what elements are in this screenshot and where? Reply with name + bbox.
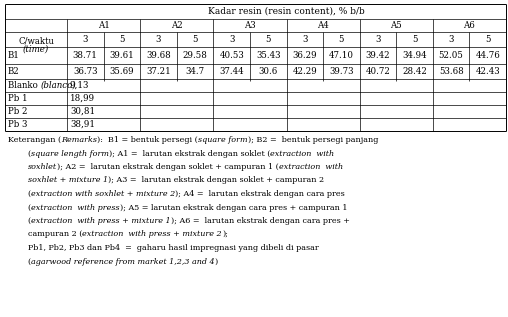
Text: 44.76: 44.76 — [475, 51, 500, 60]
Text: 52.05: 52.05 — [439, 51, 464, 60]
Text: 37.21: 37.21 — [146, 67, 171, 76]
Text: 34.94: 34.94 — [402, 51, 427, 60]
Text: 38,91: 38,91 — [70, 120, 95, 129]
Text: );: ); — [222, 230, 228, 238]
Text: Pb 1: Pb 1 — [8, 94, 27, 103]
Text: Pb1, Pb2, Pb3 dan Pb4  =  gaharu hasil impregnasi yang dibeli di pasar: Pb1, Pb2, Pb3 dan Pb4 = gaharu hasil imp… — [8, 244, 319, 252]
Text: 53.68: 53.68 — [439, 67, 463, 76]
Text: 36.29: 36.29 — [293, 51, 317, 60]
Text: square form: square form — [198, 136, 247, 144]
Text: 5: 5 — [119, 35, 124, 44]
Text: (time): (time) — [23, 45, 49, 54]
Text: 30.6: 30.6 — [259, 67, 278, 76]
Text: 3: 3 — [83, 35, 88, 44]
Text: A2: A2 — [171, 21, 182, 30]
Text: extraction  with: extraction with — [279, 163, 343, 171]
Text: ); B2 =  bentuk persegi panjang: ); B2 = bentuk persegi panjang — [247, 136, 378, 144]
Text: soxhlet: soxhlet — [28, 163, 57, 171]
Text: 3: 3 — [156, 35, 161, 44]
Text: 35.69: 35.69 — [110, 67, 134, 76]
Text: 35.43: 35.43 — [256, 51, 280, 60]
Text: ); A6 =  larutan ekstrak dengan cara pres +: ); A6 = larutan ekstrak dengan cara pres… — [171, 217, 350, 225]
Text: 40.53: 40.53 — [219, 51, 244, 60]
Text: (: ( — [8, 257, 31, 266]
Text: A3: A3 — [244, 21, 256, 30]
Text: campuran 2 (: campuran 2 ( — [8, 230, 82, 238]
Text: (: ( — [8, 150, 31, 158]
Text: (: ( — [8, 190, 31, 198]
Text: ); A4 =  larutan ekstrak dengan cara pres: ); A4 = larutan ekstrak dengan cara pres — [175, 190, 345, 198]
Text: 37.44: 37.44 — [219, 67, 244, 76]
Text: C/waktu: C/waktu — [18, 36, 54, 45]
Text: A5: A5 — [390, 21, 402, 30]
Text: Pb 3: Pb 3 — [8, 120, 27, 129]
Text: extraction  with press + mixture 2: extraction with press + mixture 2 — [82, 230, 222, 238]
Text: (: ( — [8, 217, 31, 225]
Text: ); A5 = larutan ekstrak dengan cara pres + campuran 1: ); A5 = larutan ekstrak dengan cara pres… — [120, 204, 347, 211]
Text: ); A1 =  larutan ekstrak dengan soklet (: ); A1 = larutan ekstrak dengan soklet ( — [109, 150, 270, 158]
Text: (blanco): (blanco) — [41, 81, 76, 90]
Text: 3: 3 — [229, 35, 234, 44]
Text: Blanko: Blanko — [8, 81, 41, 90]
Text: ):  B1 = bentuk persegi (: ): B1 = bentuk persegi ( — [97, 136, 198, 144]
Text: 39.73: 39.73 — [329, 67, 354, 76]
Text: square length form: square length form — [31, 150, 109, 158]
Text: ); A3 =  larutan ekstrak dengan soklet + campuran 2: ); A3 = larutan ekstrak dengan soklet + … — [108, 177, 324, 184]
Text: extraction with soxhlet + mixture 2: extraction with soxhlet + mixture 2 — [31, 190, 175, 198]
Text: 47.10: 47.10 — [329, 51, 354, 60]
Text: 3: 3 — [449, 35, 454, 44]
Text: 42.29: 42.29 — [293, 67, 317, 76]
Text: 28.42: 28.42 — [402, 67, 427, 76]
Text: 3: 3 — [302, 35, 307, 44]
Text: extraction  with press: extraction with press — [31, 204, 120, 211]
Text: 9,13: 9,13 — [70, 81, 89, 90]
Text: 40.72: 40.72 — [366, 67, 390, 76]
Text: extraction  with: extraction with — [270, 150, 335, 158]
Text: 5: 5 — [412, 35, 417, 44]
Text: 39.68: 39.68 — [146, 51, 171, 60]
Text: 36.73: 36.73 — [73, 67, 98, 76]
Text: 42.43: 42.43 — [475, 67, 500, 76]
Text: 38.71: 38.71 — [73, 51, 98, 60]
Text: A6: A6 — [463, 21, 475, 30]
Text: 39.61: 39.61 — [110, 51, 134, 60]
Text: 5: 5 — [485, 35, 490, 44]
Text: 39.42: 39.42 — [366, 51, 390, 60]
Text: ); A2 =  larutan ekstrak dengan soklet + campuran 1 (: ); A2 = larutan ekstrak dengan soklet + … — [57, 163, 279, 171]
Text: Keterangan (: Keterangan ( — [8, 136, 61, 144]
Text: A1: A1 — [98, 21, 110, 30]
Text: 29.58: 29.58 — [182, 51, 207, 60]
Text: 5: 5 — [266, 35, 271, 44]
Text: Kadar resin (resin content), % b/b: Kadar resin (resin content), % b/b — [208, 7, 365, 16]
Text: A4: A4 — [317, 21, 329, 30]
Text: 5: 5 — [193, 35, 198, 44]
Text: 18,99: 18,99 — [70, 94, 95, 103]
Text: soxhlet + mixture 1: soxhlet + mixture 1 — [28, 177, 108, 184]
Text: B2: B2 — [8, 67, 20, 76]
Text: extraction  with press + mixture 1: extraction with press + mixture 1 — [31, 217, 171, 225]
Text: 34.7: 34.7 — [185, 67, 205, 76]
Text: Pb 2: Pb 2 — [8, 107, 27, 116]
Text: 3: 3 — [375, 35, 380, 44]
Text: 5: 5 — [339, 35, 344, 44]
Text: Remarks: Remarks — [61, 136, 97, 144]
Text: 30,81: 30,81 — [70, 107, 95, 116]
Text: ): ) — [215, 257, 218, 266]
Text: (: ( — [8, 204, 31, 211]
Text: agarwood reference from market 1,2,3 and 4: agarwood reference from market 1,2,3 and… — [31, 257, 215, 266]
Text: B1: B1 — [8, 51, 20, 60]
